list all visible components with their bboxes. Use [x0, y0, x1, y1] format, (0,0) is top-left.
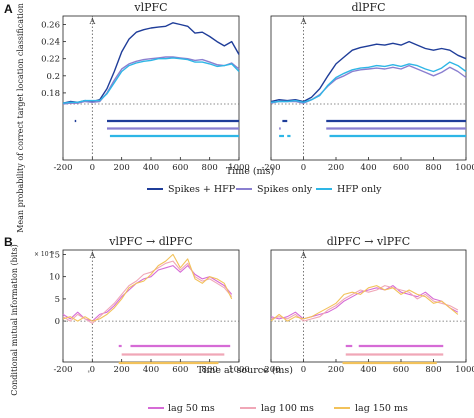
- x-tick-label: 800: [425, 365, 441, 375]
- series-line-hfp_only: [270, 61, 467, 104]
- panel-letter-a: A: [4, 2, 13, 16]
- x-tick-label: 400: [360, 365, 376, 375]
- y-tick-label: 5: [55, 295, 60, 305]
- x-tick-label: 600: [393, 163, 409, 173]
- x-tick-label: 0: [90, 163, 95, 173]
- series-line-spikes_hfp: [270, 40, 467, 103]
- chart-title: dlPFC: [351, 1, 385, 14]
- y-tick-label: 0: [55, 317, 60, 327]
- chart-title: vlPFC: [133, 1, 167, 14]
- legend-a-label-spikes-only: Spikes only: [257, 184, 313, 195]
- x-tick-label: 1000: [455, 163, 474, 173]
- x-tick-label: 600: [393, 365, 409, 375]
- event-marker: A: [300, 251, 307, 260]
- series-line-spikes_hfp: [62, 22, 240, 104]
- y-tick-label: 0.2: [46, 72, 60, 82]
- y-tick-label: 0.22: [41, 55, 60, 65]
- panel-b-y-exponent: × 10⁻³: [34, 251, 55, 258]
- x-tick-label: 0: [301, 163, 306, 173]
- x-tick-label: -200: [261, 365, 280, 375]
- x-tick-label: 400: [360, 163, 376, 173]
- chart-title: vlPFC → dlPFC: [108, 235, 192, 248]
- plot-frame: [62, 15, 240, 161]
- x-tick-label: 400: [143, 365, 159, 375]
- x-tick-label: 1000: [228, 163, 250, 173]
- chart-vlpfc-decoding: vlPFC -200 0 200 400 600 800 1000 0.18 0.2 0.22 0.2…: [41, 1, 250, 173]
- panel-a-xlabel: Time (ms): [226, 166, 274, 177]
- chart-dlpfc-to-vlpfc: dlPFC → vlPFC -200 0 200 400 600 800 1000 A: [261, 235, 474, 375]
- x-tick-label: 1000: [455, 365, 474, 375]
- series-line-lag150: [62, 253, 233, 322]
- x-tick-label: -200: [53, 163, 72, 173]
- event-marker: A: [300, 17, 307, 26]
- y-tick-label: 0.18: [41, 89, 60, 99]
- chart-dlpfc-decoding: dlPFC -200 0 200 400 600 800 1000 A: [261, 1, 474, 173]
- plot-frame: [270, 15, 467, 161]
- x-tick-label: 200: [114, 365, 130, 375]
- series-line-lag150: [270, 285, 459, 322]
- legend-b-label-lag100: lag 100 ms: [261, 403, 314, 414]
- y-tick-label: 0.24: [41, 38, 60, 48]
- series-line-lag100: [62, 260, 233, 324]
- event-marker: A: [88, 17, 95, 26]
- x-tick-label: 400: [143, 163, 159, 173]
- chart-vlpfc-to-dlpfc: vlPFC → dlPFC -200 0 200 400 600 800 1000 0 5 10 15…: [49, 235, 250, 375]
- panel-b-ylabel: Conditional mutual information (bits): [10, 244, 19, 396]
- x-tick-label: 200: [328, 163, 344, 173]
- x-tick-label: 800: [202, 365, 218, 375]
- series-line-spikes_only: [62, 56, 240, 105]
- legend-a: Spikes + HFP Spikes only HFP only: [147, 184, 382, 195]
- panel-letter-b: B: [4, 235, 13, 249]
- x-tick-label: -200: [53, 365, 72, 375]
- x-tick-label: 600: [172, 163, 188, 173]
- event-marker: A: [88, 251, 95, 260]
- legend-b-label-lag50: lag 50 ms: [168, 403, 215, 414]
- x-tick-label: 0: [90, 365, 95, 375]
- legend-b: lag 50 ms lag 100 ms lag 150 ms: [148, 403, 408, 414]
- x-tick-label: 800: [202, 163, 218, 173]
- panel-b-xlabel: Time at source (ms): [197, 365, 293, 376]
- series-line-hfp_only: [62, 57, 240, 104]
- x-tick-label: -200: [261, 163, 280, 173]
- chart-title: dlPFC → vlPFC: [327, 235, 410, 248]
- x-tick-label: 600: [172, 365, 188, 375]
- x-tick-label: 0: [301, 365, 306, 375]
- panel-a-ylabel: Mean probability of correct target locat…: [16, 3, 25, 233]
- y-tick-label: 10: [49, 273, 60, 283]
- legend-b-label-lag150: lag 150 ms: [355, 403, 408, 414]
- y-tick-label: 15: [49, 250, 60, 260]
- legend-a-label-hfp-only: HFP only: [337, 184, 382, 195]
- legend-a-label-spikes-hfp: Spikes + HFP: [168, 184, 236, 195]
- series-line-spikes_only: [270, 64, 467, 104]
- series-line-lag50: [62, 265, 233, 322]
- y-tick-label: 0.26: [41, 21, 60, 31]
- x-tick-label: 800: [425, 163, 441, 173]
- x-tick-label: 1000: [228, 365, 250, 375]
- x-tick-label: 200: [114, 163, 130, 173]
- x-tick-label: 200: [328, 365, 344, 375]
